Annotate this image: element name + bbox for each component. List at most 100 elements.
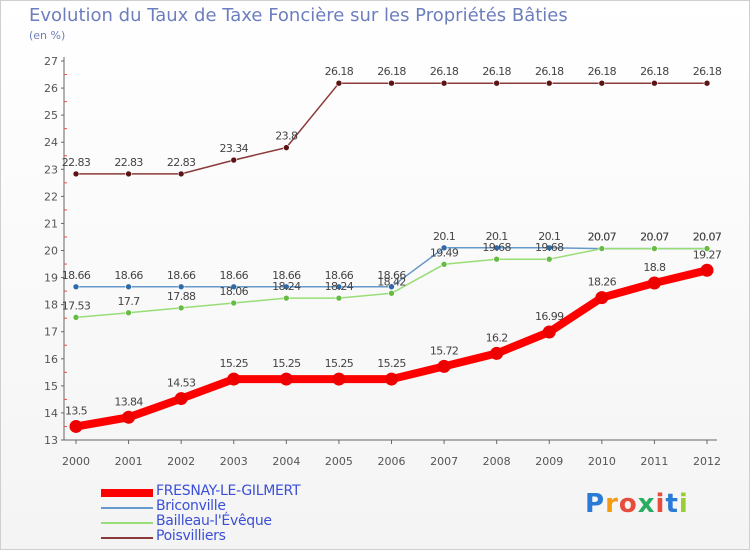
data-label-poisvilliers: 23.34 xyxy=(220,142,249,155)
y-tick-label: 16 xyxy=(44,353,58,366)
chart-title: Evolution du Taux de Taxe Foncière sur l… xyxy=(29,5,568,26)
data-label-fresnay-le-gilmert: 18.8 xyxy=(643,261,666,274)
data-point-fresnay-le-gilmert xyxy=(69,419,83,433)
data-label-poisvilliers: 26.18 xyxy=(430,65,459,78)
data-label-fresnay-le-gilmert: 15.72 xyxy=(430,344,459,357)
data-point-fresnay-le-gilmert xyxy=(595,291,609,305)
data-label-bailleau-l-v-que: 17.53 xyxy=(62,299,91,312)
legend-swatch xyxy=(101,522,153,524)
data-point-briconville xyxy=(388,283,395,291)
data-point-briconville xyxy=(545,244,553,252)
logo-letter: r xyxy=(605,489,619,519)
y-axis-label: (en %) xyxy=(29,29,66,42)
y-tick-label: 23 xyxy=(44,163,58,176)
data-label-briconville: 20.07 xyxy=(640,231,669,244)
data-label-fresnay-le-gilmert: 13.84 xyxy=(114,395,143,408)
data-label-fresnay-le-gilmert: 15.25 xyxy=(220,357,249,370)
y-tick-label: 25 xyxy=(44,109,58,122)
data-label-poisvilliers: 22.83 xyxy=(114,156,143,169)
y-tick-label: 26 xyxy=(44,82,58,95)
data-point-fresnay-le-gilmert xyxy=(542,325,556,339)
x-tick-label: 2000 xyxy=(62,455,90,468)
data-label-briconville: 18.66 xyxy=(272,269,301,282)
data-point-bailleau-l-v-que xyxy=(125,309,132,317)
x-tick-label: 2005 xyxy=(325,455,353,468)
data-point-poisvilliers xyxy=(598,79,606,87)
data-label-bailleau-l-v-que: 18.42 xyxy=(377,275,406,288)
data-point-fresnay-le-gilmert xyxy=(227,372,241,386)
y-tick-label: 14 xyxy=(44,407,58,420)
legend-swatch xyxy=(101,507,153,509)
data-point-poisvilliers xyxy=(493,79,500,87)
legend-label: Poisvilliers xyxy=(156,528,226,544)
data-point-briconville xyxy=(283,283,290,291)
data-label-poisvilliers: 26.18 xyxy=(535,65,564,78)
data-label-briconville: 18.66 xyxy=(114,269,143,282)
data-point-bailleau-l-v-que xyxy=(230,299,238,307)
data-label-bailleau-l-v-que: 19.68 xyxy=(535,241,564,254)
data-point-briconville xyxy=(72,283,80,291)
data-label-briconville: 18.66 xyxy=(377,269,406,282)
logo-letter: x xyxy=(637,489,656,519)
logo-letter: t xyxy=(665,489,679,519)
legend-label: Bailleau-l'Évêque xyxy=(156,513,272,529)
data-point-poisvilliers xyxy=(72,170,80,178)
data-point-bailleau-l-v-que xyxy=(440,261,448,268)
y-tick-label: 21 xyxy=(44,217,58,230)
y-tick-label: 19 xyxy=(44,272,58,285)
x-tick-label: 2012 xyxy=(693,455,721,468)
data-label-bailleau-l-v-que: 20.07 xyxy=(588,231,617,244)
data-label-briconville: 20.1 xyxy=(486,230,508,243)
data-label-poisvilliers: 26.18 xyxy=(377,65,406,78)
data-label-fresnay-le-gilmert: 18.26 xyxy=(588,276,617,289)
data-label-briconville: 18.66 xyxy=(220,269,249,282)
data-point-poisvilliers xyxy=(125,170,132,178)
proxiti-logo: Proxiti xyxy=(585,489,689,519)
x-tick-label: 2007 xyxy=(430,455,458,468)
data-point-fresnay-le-gilmert xyxy=(122,410,136,424)
data-point-briconville xyxy=(440,244,448,252)
data-point-poisvilliers xyxy=(335,79,343,87)
data-point-bailleau-l-v-que xyxy=(72,314,80,321)
data-point-bailleau-l-v-que xyxy=(388,289,395,297)
data-point-fresnay-le-gilmert xyxy=(385,372,398,386)
logo-letter: i xyxy=(655,489,666,519)
data-label-fresnay-le-gilmert: 15.25 xyxy=(377,357,406,370)
data-label-fresnay-le-gilmert: 13.5 xyxy=(65,404,88,417)
data-label-briconville: 20.07 xyxy=(588,231,617,244)
data-label-briconville: 18.66 xyxy=(325,269,354,282)
data-label-briconville: 20.07 xyxy=(693,231,722,244)
data-label-fresnay-le-gilmert: 14.53 xyxy=(167,377,196,390)
data-point-fresnay-le-gilmert xyxy=(490,346,504,360)
data-point-briconville xyxy=(177,283,185,291)
legend-label: FRESNAY-LE-GILMERT xyxy=(156,483,301,499)
data-point-poisvilliers xyxy=(283,144,290,151)
y-tick-label: 24 xyxy=(44,136,58,149)
data-point-poisvilliers xyxy=(440,79,448,87)
data-label-briconville: 20.1 xyxy=(538,230,560,243)
data-point-briconville xyxy=(230,283,238,291)
data-point-bailleau-l-v-que xyxy=(177,304,185,312)
data-label-bailleau-l-v-que: 18.06 xyxy=(220,285,249,298)
x-tick-label: 2004 xyxy=(272,455,300,468)
data-point-poisvilliers xyxy=(545,79,553,87)
data-label-poisvilliers: 26.18 xyxy=(588,65,617,78)
data-point-fresnay-le-gilmert xyxy=(174,392,188,406)
y-tick-label: 17 xyxy=(44,326,58,339)
data-label-bailleau-l-v-que: 18.24 xyxy=(272,280,301,293)
data-label-fresnay-le-gilmert: 16.99 xyxy=(535,310,564,323)
x-tick-label: 2011 xyxy=(640,455,668,468)
data-point-bailleau-l-v-que xyxy=(283,294,290,302)
data-label-poisvilliers: 26.18 xyxy=(482,65,511,78)
x-tick-label: 2009 xyxy=(535,455,563,468)
y-tick-label: 22 xyxy=(44,190,58,203)
data-label-fresnay-le-gilmert: 15.25 xyxy=(325,357,354,370)
data-point-bailleau-l-v-que xyxy=(493,255,500,263)
x-tick-label: 2010 xyxy=(588,455,616,468)
data-label-fresnay-le-gilmert: 15.25 xyxy=(272,357,301,370)
data-label-fresnay-le-gilmert: 16.2 xyxy=(486,331,508,344)
data-point-poisvilliers xyxy=(388,79,395,87)
data-label-bailleau-l-v-que: 17.88 xyxy=(167,290,196,303)
data-point-poisvilliers xyxy=(177,170,185,178)
